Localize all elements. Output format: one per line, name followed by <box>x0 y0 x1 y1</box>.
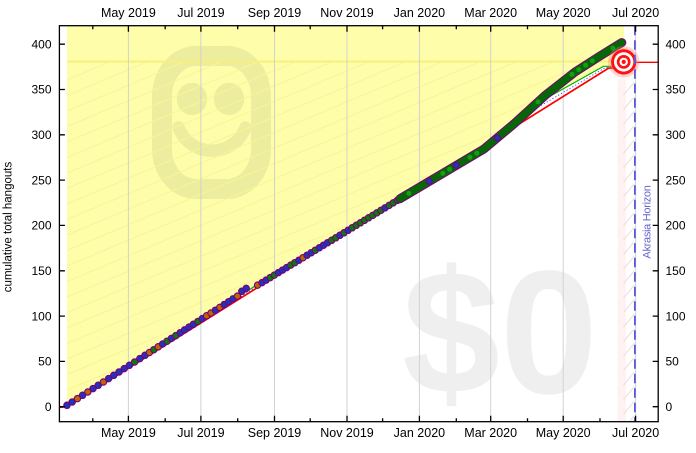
svg-text:200: 200 <box>31 219 51 233</box>
svg-text:$0: $0 <box>402 235 598 431</box>
svg-text:Jul 2019: Jul 2019 <box>177 426 224 440</box>
svg-text:250: 250 <box>31 173 51 187</box>
svg-text:100: 100 <box>31 309 51 323</box>
svg-text:300: 300 <box>666 128 686 142</box>
svg-text:May 2020: May 2020 <box>536 426 591 440</box>
svg-text:350: 350 <box>31 83 51 97</box>
svg-text:400: 400 <box>666 37 686 51</box>
svg-text:100: 100 <box>666 309 686 323</box>
svg-text:150: 150 <box>31 264 51 278</box>
svg-text:May 2019: May 2019 <box>101 6 156 20</box>
svg-text:Jan 2020: Jan 2020 <box>394 426 445 440</box>
svg-text:400: 400 <box>31 37 51 51</box>
svg-text:Akrasia Horizon: Akrasia Horizon <box>642 185 654 258</box>
svg-text:cumulative total hangouts: cumulative total hangouts <box>3 162 15 293</box>
svg-text:Mar 2020: Mar 2020 <box>464 426 517 440</box>
svg-text:Mar 2020: Mar 2020 <box>464 6 517 20</box>
svg-text:200: 200 <box>666 219 686 233</box>
svg-text:Sep 2019: Sep 2019 <box>248 426 302 440</box>
svg-text:50: 50 <box>666 355 680 369</box>
svg-text:May 2019: May 2019 <box>101 426 156 440</box>
svg-text:0: 0 <box>45 400 52 414</box>
svg-text:Jan 2020: Jan 2020 <box>394 6 445 20</box>
svg-text:Jul 2019: Jul 2019 <box>177 6 224 20</box>
svg-text:350: 350 <box>666 83 686 97</box>
svg-text:Nov 2019: Nov 2019 <box>320 426 374 440</box>
svg-text:Nov 2019: Nov 2019 <box>320 6 374 20</box>
svg-text:Sep 2019: Sep 2019 <box>248 6 302 20</box>
svg-text:0: 0 <box>666 400 673 414</box>
svg-text:Jul 2020: Jul 2020 <box>612 6 659 20</box>
svg-text:250: 250 <box>666 173 686 187</box>
svg-text:May 2020: May 2020 <box>536 6 591 20</box>
svg-text:150: 150 <box>666 264 686 278</box>
svg-text:300: 300 <box>31 128 51 142</box>
svg-text:Jul 2020: Jul 2020 <box>612 426 659 440</box>
svg-text:50: 50 <box>38 355 52 369</box>
